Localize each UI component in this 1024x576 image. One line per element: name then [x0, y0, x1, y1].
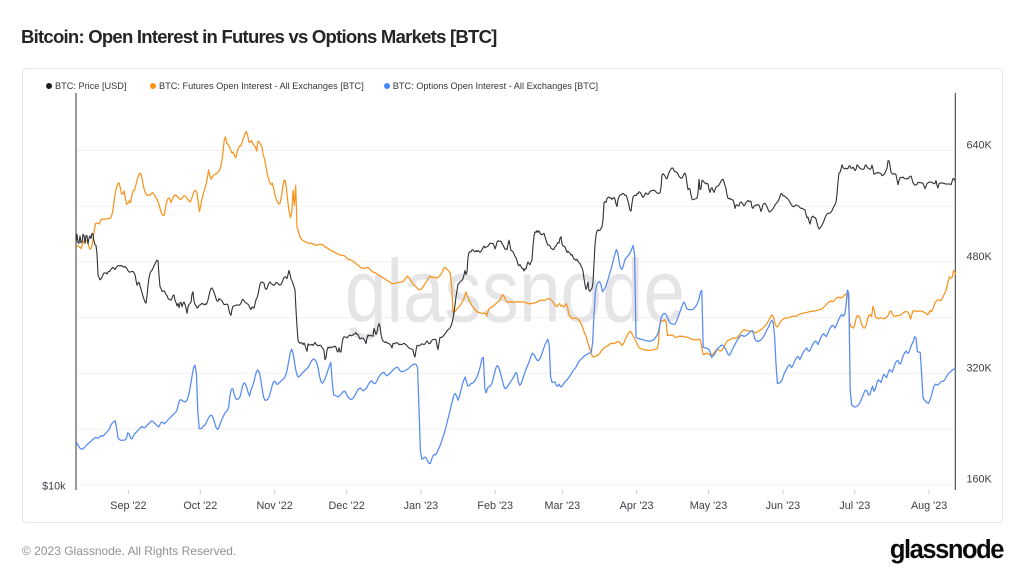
svg-text:320K: 320K — [967, 362, 993, 374]
svg-text:$10k: $10k — [42, 480, 66, 492]
svg-text:Feb '23: Feb '23 — [477, 500, 513, 512]
svg-text:Sep '22: Sep '22 — [110, 500, 146, 512]
svg-text:Jun '23: Jun '23 — [766, 500, 800, 512]
svg-text:Mar '23: Mar '23 — [544, 500, 580, 512]
svg-text:480K: 480K — [967, 251, 993, 263]
svg-text:160K: 160K — [967, 474, 993, 486]
svg-text:Nov '22: Nov '22 — [256, 500, 292, 512]
svg-text:640K: 640K — [967, 140, 993, 152]
svg-text:Aug '23: Aug '23 — [911, 500, 947, 512]
svg-text:glassnode: glassnode — [345, 242, 685, 341]
svg-text:Dec '22: Dec '22 — [328, 500, 364, 512]
svg-text:Jan '23: Jan '23 — [404, 500, 438, 512]
svg-text:May '23: May '23 — [690, 500, 727, 512]
svg-text:Jul '23: Jul '23 — [839, 500, 870, 512]
svg-text:Apr '23: Apr '23 — [620, 500, 654, 512]
svg-text:Oct '22: Oct '22 — [183, 500, 217, 512]
